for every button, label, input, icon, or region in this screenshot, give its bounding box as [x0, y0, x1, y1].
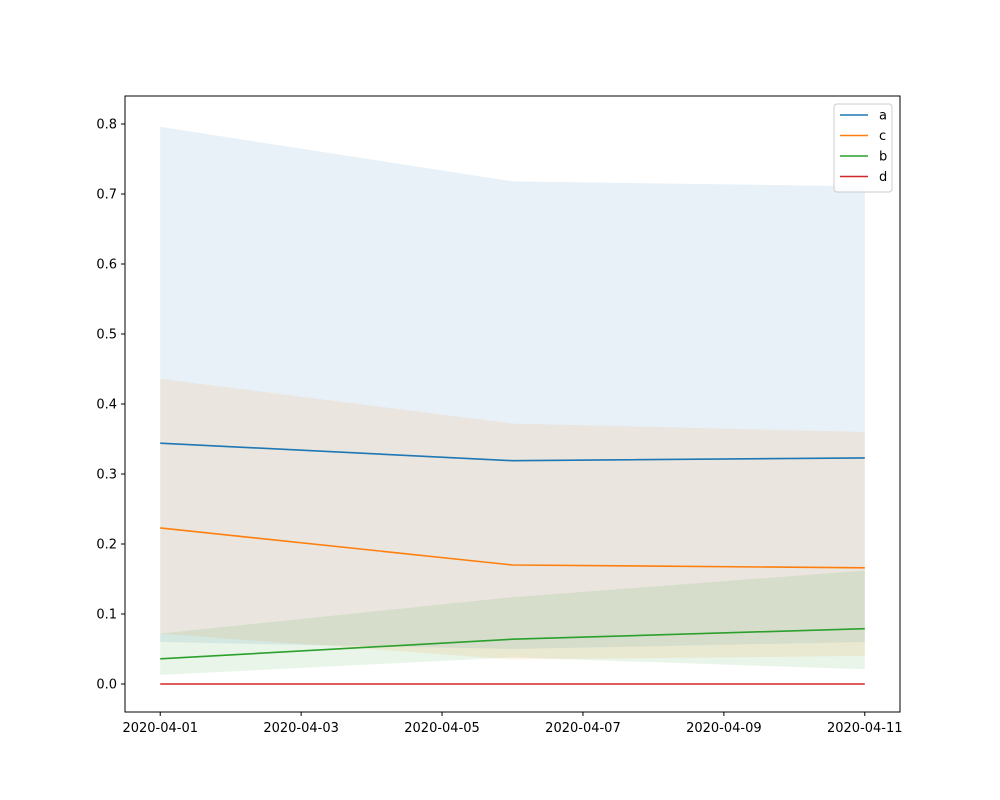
line-series-c	[160, 527, 865, 569]
y-axis: 0.0 0.1 0.2 0.3 0.4 0.5 0.6 0.7 0.8	[96, 118, 125, 693]
legend-box	[833, 103, 893, 193]
series-lines	[160, 442, 865, 685]
band-series-a	[160, 126, 865, 650]
x-tick-label: 2020-04-03	[263, 721, 339, 736]
legend-label-c: c	[879, 129, 886, 144]
band-series-c	[160, 378, 865, 660]
y-tick-label: 0.0	[96, 678, 117, 693]
x-tick-label: 2020-04-11	[827, 721, 903, 736]
x-tick-label: 2020-04-07	[545, 721, 621, 736]
y-tick-label: 0.6	[96, 258, 117, 273]
legend-label-d: d	[879, 170, 887, 185]
y-tick-label: 0.8	[96, 118, 117, 133]
legend-label-a: a	[879, 109, 887, 124]
y-tick-label: 0.3	[96, 468, 117, 483]
y-tick-label: 0.1	[96, 608, 117, 623]
x-tick-label: 2020-04-05	[404, 721, 480, 736]
legend-label-b: b	[879, 150, 887, 165]
y-tick-label: 0.4	[96, 398, 117, 413]
x-tick-label: 2020-04-09	[686, 721, 762, 736]
line-series-a	[160, 442, 865, 462]
y-tick-label: 0.7	[96, 188, 117, 203]
line-series-b	[160, 627, 865, 660]
x-tick-label: 2020-04-01	[122, 721, 198, 736]
y-tick-label: 0.2	[96, 538, 117, 553]
x-axis: 2020-04-01 2020-04-03 2020-04-05 2020-04-07…	[122, 712, 903, 736]
y-tick-label: 0.5	[96, 328, 117, 343]
confidence-bands	[160, 126, 865, 675]
